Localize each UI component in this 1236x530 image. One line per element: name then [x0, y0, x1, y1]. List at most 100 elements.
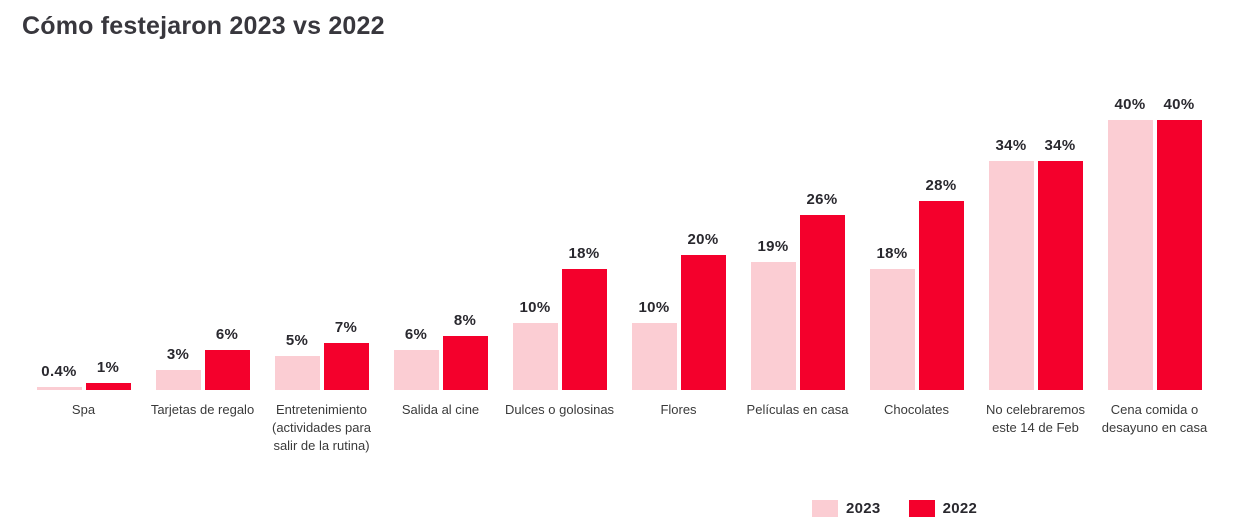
- category-label: No celebraremos este 14 de Feb: [986, 402, 1085, 435]
- bar-group: 0.4% 1% Spa: [24, 78, 143, 419]
- bar-slot-2022: 26%: [799, 78, 845, 390]
- bar-group: 10% 18% Dulces o golosinas: [500, 78, 619, 419]
- bar-pair: 40% 40%: [1095, 78, 1214, 390]
- bar-slot-2023: 10%: [512, 78, 558, 390]
- bar-pair: 10% 18%: [500, 78, 619, 390]
- bar-slot-2022: 34%: [1037, 78, 1083, 390]
- bar-group: 40% 40% Cena comida o desayuno en casa: [1095, 78, 1214, 437]
- bar-pair: 3% 6%: [143, 78, 262, 390]
- legend-swatch-icon: [812, 500, 838, 517]
- bar-2023: [274, 356, 320, 390]
- category-label: Cena comida o desayuno en casa: [1101, 402, 1208, 435]
- bar-slot-2023: 5%: [274, 78, 320, 390]
- legend-label: 2022: [942, 500, 978, 517]
- bar-slot-2023: 3%: [155, 78, 201, 390]
- bar-slot-2023: 34%: [988, 78, 1034, 390]
- value-label-2022: 26%: [806, 190, 838, 208]
- bar-slot-2022: 20%: [680, 78, 726, 390]
- bar-2023: [512, 322, 558, 390]
- value-label-2023: 34%: [995, 136, 1027, 154]
- bar-pair: 19% 26%: [738, 78, 857, 390]
- bar-slot-2023: 19%: [750, 78, 796, 390]
- bar-2022: [323, 342, 369, 390]
- bar-2022: [680, 255, 726, 390]
- legend-label: 2023: [846, 500, 881, 517]
- bar-slot-2023: 40%: [1107, 78, 1153, 390]
- category-label: Spa: [71, 402, 96, 417]
- bar-slot-2022: 6%: [204, 78, 250, 390]
- value-label-2023: 10%: [638, 298, 670, 316]
- bar-pair: 10% 20%: [619, 78, 738, 390]
- bar-2023: [393, 349, 439, 390]
- bar-2023: [869, 268, 915, 390]
- value-label-2023: 10%: [519, 298, 551, 316]
- value-label-2022: 8%: [453, 312, 477, 329]
- value-label-2023: 6%: [404, 325, 428, 343]
- bar-2022: [442, 336, 488, 390]
- bar-group: 34% 34% No celebraremos este 14 de Feb: [976, 78, 1095, 437]
- value-label-2022: 1%: [96, 359, 120, 377]
- value-label-2023: 0.4%: [41, 363, 77, 381]
- value-label-2022: 40%: [1163, 96, 1195, 113]
- value-label-2022: 6%: [215, 325, 239, 343]
- bar-2023: [988, 160, 1034, 390]
- value-label-2022: 34%: [1044, 136, 1076, 154]
- chart-title: Cómo festejaron 2023 vs 2022: [22, 12, 385, 40]
- bar-2022: [204, 349, 250, 390]
- bar-slot-2023: 18%: [869, 78, 915, 390]
- bar-2022: [1156, 120, 1202, 390]
- value-label-2023: 5%: [285, 332, 309, 350]
- bar-group: 19% 26% Películas en casa: [738, 78, 857, 419]
- bar-group: 18% 28% Chocolates: [857, 78, 976, 419]
- bar-group: 3% 6% Tarjetas de regalo: [143, 78, 262, 419]
- bar-2023: [750, 261, 796, 390]
- bar-2023: [155, 369, 201, 390]
- category-label: Salida al cine: [401, 402, 480, 417]
- bar-slot-2022: 28%: [918, 78, 964, 390]
- category-label: Entretenimiento (actividades para salir …: [272, 402, 371, 453]
- bar-2022: [799, 214, 845, 390]
- value-label-2023: 3%: [166, 345, 190, 363]
- bar-2022: [85, 383, 131, 390]
- legend-swatch-icon: [908, 500, 935, 517]
- bar-slot-2022: 1%: [85, 78, 131, 390]
- bar-2022: [918, 201, 964, 390]
- bar-chart: 0.4% 1% Spa 3% 6% Tarjetas de regalo 5% 7% Entre…: [24, 78, 1214, 455]
- bar-slot-2022: 7%: [323, 78, 369, 390]
- category-label: Dulces o golosinas: [504, 402, 615, 417]
- bar-pair: 18% 28%: [857, 78, 976, 390]
- value-label-2022: 18%: [568, 244, 600, 262]
- category-label: Películas en casa: [746, 402, 849, 417]
- legend-item-2023: 2023: [812, 500, 881, 517]
- bar-slot-2022: 18%: [561, 78, 607, 390]
- bar-slot-2023: 6%: [393, 78, 439, 390]
- value-label-2022: 7%: [334, 318, 358, 336]
- value-label-2023: 18%: [876, 244, 908, 262]
- chart-legend: 2023 2022: [812, 500, 977, 517]
- bar-pair: 6% 8%: [381, 78, 500, 390]
- value-label-2022: 28%: [925, 177, 957, 194]
- value-label-2023: 40%: [1114, 96, 1146, 113]
- bar-group: 10% 20% Flores: [619, 78, 738, 419]
- bar-pair: 34% 34%: [976, 78, 1095, 390]
- bar-slot-2023: 0.4%: [36, 78, 82, 390]
- bar-2023: [36, 387, 82, 390]
- bar-slot-2022: 40%: [1156, 78, 1202, 390]
- category-label: Tarjetas de regalo: [150, 402, 255, 417]
- bar-pair: 5% 7%: [262, 78, 381, 390]
- value-label-2023: 19%: [757, 237, 789, 255]
- bar-2023: [1107, 120, 1153, 390]
- bar-slot-2022: 8%: [442, 78, 488, 390]
- value-label-2022: 20%: [687, 231, 719, 248]
- category-label: Chocolates: [883, 402, 950, 417]
- legend-item-2022: 2022: [908, 500, 978, 517]
- bar-group: 5% 7% Entretenimiento (actividades para sa…: [262, 78, 381, 455]
- bar-pair: 0.4% 1%: [24, 78, 143, 390]
- bar-slot-2023: 10%: [631, 78, 677, 390]
- bar-2022: [1037, 160, 1083, 390]
- bar-2022: [561, 268, 607, 390]
- bar-2023: [631, 322, 677, 390]
- category-label: Flores: [660, 402, 697, 417]
- bar-group: 6% 8% Salida al cine: [381, 78, 500, 419]
